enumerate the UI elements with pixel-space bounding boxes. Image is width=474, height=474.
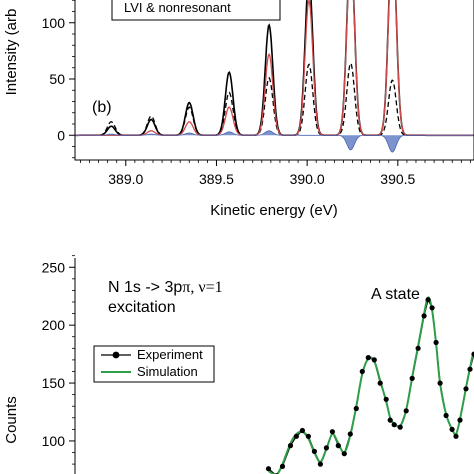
top-axes: 389.0 389.5 390.0 390.5 0 50 100 [42,0,471,187]
experiment-data-point [409,375,415,381]
experiment-data-point [335,443,341,449]
top-x-tick-label: 389.5 [199,171,234,187]
experiment-data-point [449,426,455,432]
top-x-tick-label: 389.0 [108,171,143,187]
experiment-data-point [299,427,305,434]
experiment-data-point [391,422,397,428]
simulation-line-series [268,296,474,474]
experiment-data-point [279,463,286,469]
top-x-tick-label: 390.0 [290,171,325,187]
difference-outline-series [75,130,474,153]
legend-simulation-label: Simulation [137,364,198,379]
bottom-legend-box [93,345,215,383]
experiment-data-point [329,429,335,435]
experiment-data-point [311,448,317,454]
experiment-data-point [387,417,393,423]
top-y-axis-title: Intensity (arb [3,9,20,96]
top-legend-box [111,0,281,21]
experiment-data-point [471,351,474,357]
bottom-y-tick-label: 100 [42,433,66,449]
legend-experiment-label: Experiment [137,347,203,362]
excitation-symbol: π, ν=1 [182,279,222,296]
top-y-tick-label: 0 [57,127,65,143]
top-y-tick-label: 50 [49,71,65,87]
top-panel: LVI & nonresonant (b) 389.0 389.5 390.0 390… [3,0,474,219]
experiment-data-point [265,466,272,472]
experiment-data-point [377,380,383,386]
excitation-label-line1: N 1s -> 3pπ, ν=1 [108,279,223,296]
excitation-label-line2: excitation [108,299,176,316]
top-x-axis-title: Kinetic energy (eV) [210,202,338,219]
experiment-data-point [443,412,449,419]
experiment-data-point [421,313,427,319]
experiment-data-point [437,380,443,386]
top-y-tick-label: 100 [42,15,66,31]
dashed-spectrum-series [75,62,474,136]
state-label: A state [371,286,420,303]
experiment-data-point [429,305,435,311]
experiment-data-point [287,443,294,449]
bottom-series-layer [265,296,474,474]
experiment-data-point [467,366,473,372]
top-legend-entry: LVI & nonresonant [124,0,231,15]
experiment-data-point [359,368,365,375]
experiment-data-point [371,357,377,363]
bottom-y-axis-title: Counts [3,396,20,444]
experiment-line-series [268,297,474,474]
bottom-y-tick-label: 200 [42,317,66,333]
excitation-text: N 1s -> 3p [108,279,182,296]
experiment-data-point [323,445,329,451]
experiment-data-point [433,339,439,346]
experiment-data-point [425,297,431,303]
experiment-data-point [353,405,359,412]
difference-area-series [75,130,474,153]
experiment-data-point [403,408,409,414]
experiment-data-point [397,424,403,430]
experiment-data-point [293,433,299,439]
panel-label: (b) [92,99,112,116]
bottom-axes: 100 150 200 250 [42,255,75,465]
top-x-tick-label: 390.5 [380,171,415,187]
bottom-y-tick-label: 250 [42,259,66,275]
bottom-y-tick-label: 150 [42,375,66,391]
experiment-data-point [341,451,347,457]
experiment-data-point [317,461,323,467]
experiment-data-point [453,433,459,439]
legend-experiment-marker [112,351,120,359]
experiment-data-point [365,355,371,361]
experiment-data-point [415,345,421,351]
experiment-data-point [457,417,463,423]
experiment-data-point [383,396,389,402]
experiment-data-point [347,431,353,437]
top-series-layer [75,0,474,153]
experiment-data-point [463,386,469,392]
bottom-panel: 100 150 200 250 Counts N 1s -> 3pπ, ν=1 exc… [3,255,474,474]
experiment-data-point [305,433,311,439]
